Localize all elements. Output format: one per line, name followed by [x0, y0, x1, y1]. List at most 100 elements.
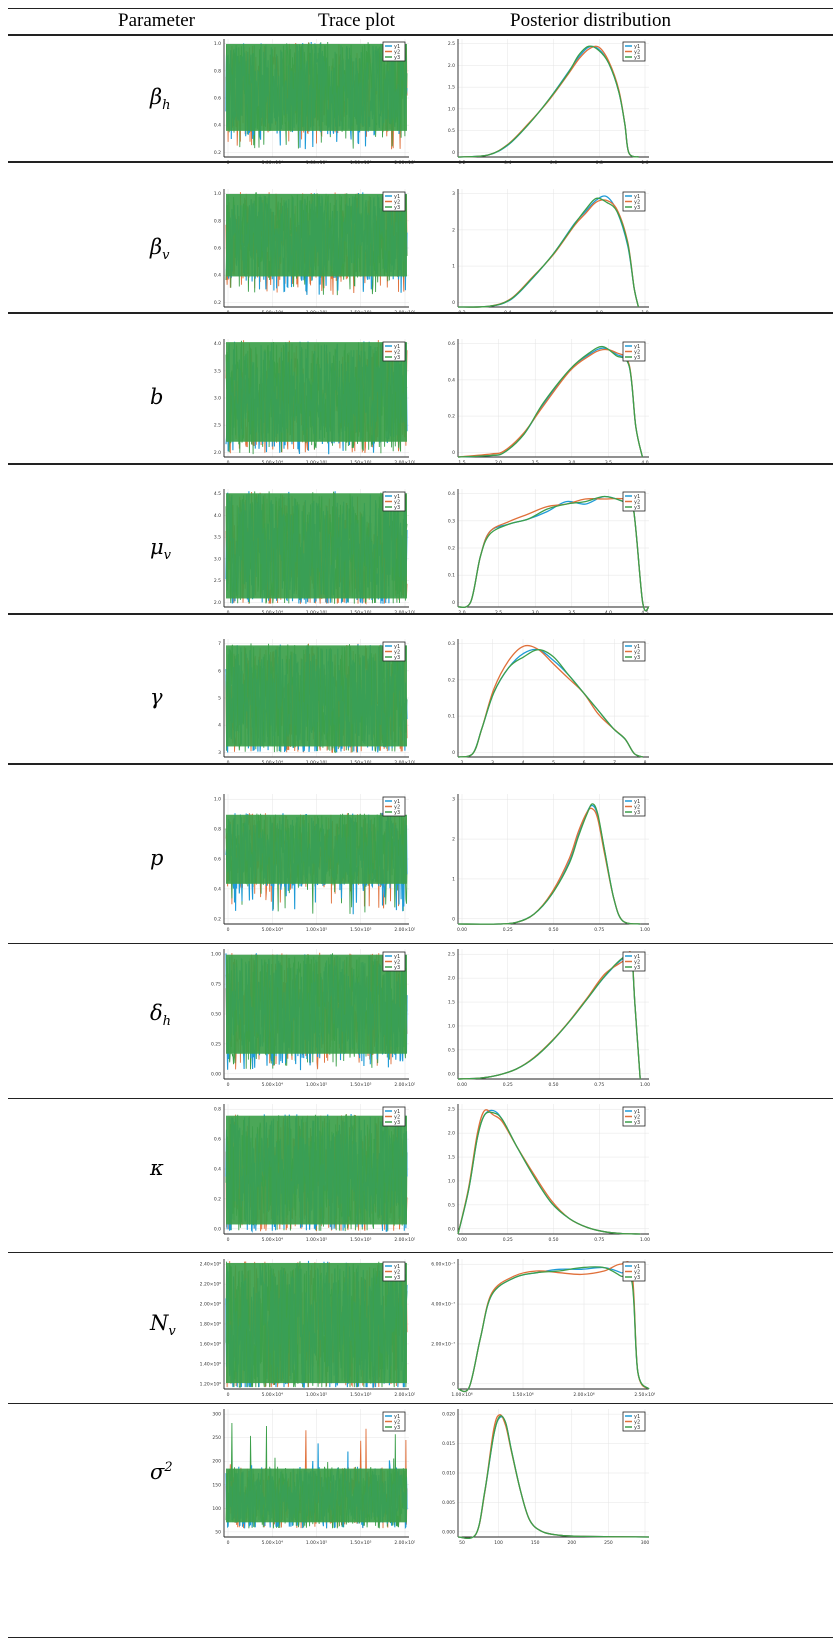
- legend-label: y1: [394, 494, 400, 500]
- legend-label: y1: [634, 799, 640, 805]
- row-divider: [8, 1637, 833, 1639]
- legend-label: y3: [634, 810, 640, 816]
- y-tick-label: 0: [452, 750, 455, 756]
- y-tick-label: 1.40×10⁶: [200, 1361, 221, 1367]
- parameter-symbol: βh: [150, 85, 171, 113]
- legend-label: y3: [394, 355, 400, 361]
- y-tick-label: 2.5: [448, 952, 455, 958]
- legend-label: y2: [394, 49, 400, 55]
- posterior-series-line: [457, 495, 650, 612]
- legend-label: y3: [394, 1120, 400, 1126]
- parameter-symbol-letter: σ: [150, 1460, 165, 1484]
- x-tick-label: 5.00×10⁴: [262, 160, 284, 166]
- x-tick-label: 0: [227, 927, 230, 933]
- posterior-series-line: [457, 495, 650, 612]
- x-tick-label: 0.2: [458, 160, 465, 166]
- y-tick-label: 3: [452, 191, 455, 197]
- x-tick-label: 1.50×10⁵: [350, 1237, 372, 1243]
- trace-density-band: [226, 954, 407, 1054]
- legend-label: y1: [634, 44, 640, 50]
- trace-density-band: [226, 43, 407, 131]
- legend-label: y2: [394, 199, 400, 205]
- y-tick-label: 4: [218, 723, 221, 729]
- legend-label: y2: [394, 1114, 400, 1120]
- x-tick-label: 0.4: [504, 160, 511, 166]
- y-tick-label: 0.3: [448, 641, 455, 647]
- legend-label: y1: [634, 1414, 640, 1420]
- x-tick-label: 0.25: [503, 1082, 513, 1088]
- y-tick-label: 200: [212, 1459, 221, 1465]
- posterior-series-line: [457, 45, 640, 158]
- posterior-axes: 0 2.00×10⁻⁷ 4.00×10⁻⁷ 6.00×10⁻⁷ 1.00×10⁶ 1.50…: [431, 1259, 655, 1398]
- legend-label: y1: [394, 644, 400, 650]
- trace-plot: 0.00 0.25 0.50 0.75 1.00 0 5.00×10⁴ 1.00×10⁵ 1.5…: [211, 949, 415, 1088]
- y-tick-label: 7: [218, 641, 221, 647]
- x-tick-label: 0.50: [548, 1237, 558, 1243]
- posterior-series-line: [457, 348, 644, 458]
- legend-label: y3: [394, 655, 400, 661]
- x-tick-label: 0: [227, 1540, 230, 1546]
- posterior-series-line: [457, 197, 640, 308]
- row-divider: [8, 463, 833, 465]
- parameter-symbol-letter: δ: [150, 1001, 163, 1025]
- y-tick-label: 2.5: [214, 423, 221, 429]
- x-tick-label: 2.00×10⁵: [394, 927, 415, 933]
- legend-label: y2: [634, 1419, 640, 1425]
- legend-label: y2: [634, 1269, 640, 1275]
- x-tick-label: 1.00: [640, 1082, 650, 1088]
- y-tick-label: 0.000: [442, 1529, 455, 1535]
- legend-label: y2: [394, 499, 400, 505]
- x-tick-label: 0.50: [548, 927, 558, 933]
- y-tick-label: 4.5: [214, 491, 221, 497]
- y-tick-label: 1.0: [214, 797, 221, 803]
- legend-label: y2: [394, 1419, 400, 1425]
- row-divider: [8, 1098, 833, 1100]
- y-tick-label: 0.6: [448, 341, 455, 347]
- y-tick-label: 0.8: [214, 68, 221, 74]
- y-tick-label: 1.60×10⁶: [200, 1341, 221, 1347]
- legend-label: y2: [634, 49, 640, 55]
- posterior-series-line: [457, 807, 641, 925]
- legend-label: y2: [394, 649, 400, 655]
- y-tick-label: 1.80×10⁶: [200, 1322, 221, 1328]
- row-divider: [8, 613, 833, 615]
- header-posterior: Posterior distribution: [510, 10, 671, 31]
- posterior-plot: 0.0 0.5 1.0 1.5 2.0 2.5 0.00 0.25 0.50 0.75 1.00 y1…: [448, 949, 650, 1088]
- x-tick-label: 1.50×10⁶: [512, 1392, 534, 1398]
- x-tick-label: 0.00: [457, 1237, 467, 1243]
- y-tick-label: 2: [452, 227, 455, 233]
- trace-plot: 1.20×10⁶ 1.40×10⁶ 1.60×10⁶ 1.80×10⁶ 2.00×10⁶…: [200, 1259, 415, 1398]
- y-tick-label: 0.2: [214, 916, 221, 922]
- y-tick-label: 0.4: [448, 377, 455, 383]
- row-divider: [8, 1252, 833, 1254]
- y-tick-label: 1.5: [448, 1155, 455, 1161]
- x-tick-label: 1.00×10⁵: [306, 1540, 328, 1546]
- y-tick-label: 2.0: [214, 450, 221, 456]
- row-divider: [8, 161, 833, 163]
- x-tick-label: 0.00: [457, 1082, 467, 1088]
- x-tick-label: 0.75: [594, 1082, 604, 1088]
- legend-label: y1: [634, 954, 640, 960]
- parameter-subscript: h: [162, 98, 171, 114]
- y-tick-label: 0.2: [448, 677, 455, 683]
- legend-label: y3: [634, 355, 640, 361]
- x-tick-label: 1.50×10⁵: [350, 1392, 372, 1398]
- trace-density-band: [226, 645, 407, 747]
- x-tick-label: 1.00×10⁵: [306, 1082, 328, 1088]
- posterior-series-line: [457, 1109, 641, 1235]
- trace-density-band: [226, 342, 407, 442]
- legend-label: y2: [634, 1114, 640, 1120]
- posterior-plot: 00.10.20.32345678y1y2y3: [448, 639, 649, 766]
- y-tick-label: 0.2: [214, 1196, 221, 1202]
- x-tick-label: 1.50×10⁵: [350, 1540, 372, 1546]
- legend-label: y2: [634, 499, 640, 505]
- x-tick-label: 1.50×10⁵: [350, 160, 372, 166]
